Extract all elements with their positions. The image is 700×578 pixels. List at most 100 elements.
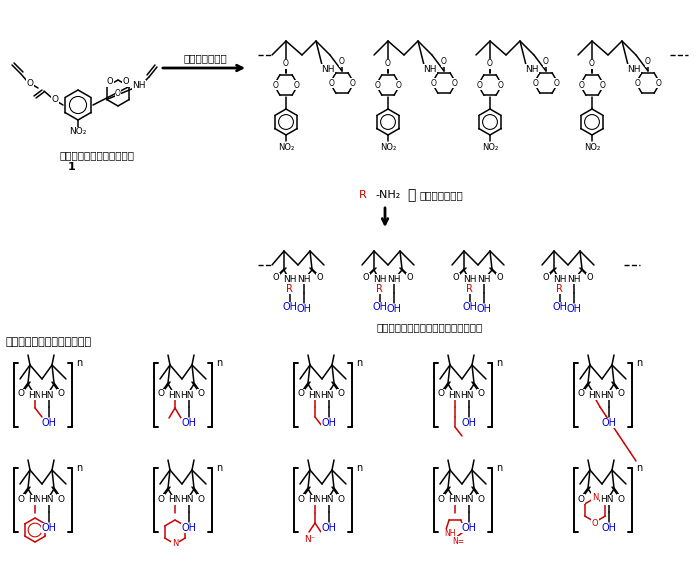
Text: 1: 1 — [68, 162, 76, 172]
Text: O: O — [441, 57, 447, 66]
Text: N=: N= — [452, 536, 464, 546]
Text: n: n — [636, 463, 643, 473]
Text: O: O — [599, 80, 605, 90]
Text: O: O — [363, 273, 370, 283]
Text: O: O — [18, 390, 24, 398]
Text: O: O — [339, 57, 345, 66]
Text: O: O — [635, 79, 640, 87]
Text: O: O — [57, 495, 64, 503]
Text: HN: HN — [321, 495, 334, 505]
Text: O: O — [349, 79, 356, 87]
Text: n: n — [76, 358, 83, 368]
Text: O: O — [337, 495, 344, 503]
Text: O: O — [592, 518, 598, 528]
Text: NO₂: NO₂ — [380, 143, 396, 151]
Text: NH: NH — [284, 275, 297, 283]
Text: n: n — [496, 358, 503, 368]
Text: 実際に合成した交互共重合体: 実際に合成した交互共重合体 — [5, 337, 91, 347]
Text: スペーサー変換: スペーサー変換 — [419, 190, 463, 200]
Text: O: O — [298, 495, 304, 503]
Text: OH: OH — [41, 418, 57, 428]
Text: O: O — [617, 390, 624, 398]
Text: O: O — [497, 273, 503, 283]
Text: O: O — [27, 79, 34, 87]
Text: NH: NH — [424, 65, 437, 73]
Text: n: n — [496, 463, 503, 473]
Text: O: O — [337, 390, 344, 398]
Text: HN: HN — [168, 495, 182, 505]
Text: O: O — [438, 495, 444, 503]
Text: O: O — [617, 495, 624, 503]
Text: O: O — [18, 495, 24, 503]
Text: OH: OH — [283, 302, 298, 312]
Text: NH: NH — [444, 529, 456, 539]
Text: HN: HN — [168, 391, 182, 399]
Text: n: n — [216, 463, 223, 473]
Text: n: n — [356, 358, 363, 368]
Text: O: O — [407, 273, 413, 283]
Text: O: O — [197, 390, 204, 398]
Text: O: O — [453, 273, 459, 283]
Text: O: O — [542, 273, 550, 283]
Text: O: O — [52, 95, 59, 105]
Text: HN: HN — [181, 391, 194, 399]
Text: OH: OH — [566, 304, 582, 314]
Text: HN: HN — [461, 495, 474, 505]
Text: O: O — [655, 79, 662, 87]
Text: HN: HN — [181, 495, 194, 505]
Text: O: O — [158, 495, 164, 503]
Text: O: O — [477, 390, 484, 398]
Text: NH: NH — [298, 275, 311, 283]
Text: O: O — [197, 495, 204, 503]
Text: O: O — [272, 80, 279, 90]
Text: O: O — [543, 57, 549, 66]
Text: 選択的環化重合: 選択的環化重合 — [183, 53, 227, 63]
Text: NO₂: NO₂ — [482, 143, 498, 151]
Text: O: O — [487, 60, 493, 69]
Text: O: O — [328, 79, 335, 87]
Text: O: O — [57, 390, 64, 398]
Text: O: O — [316, 273, 323, 283]
Text: NH: NH — [373, 275, 386, 283]
Text: N⁻: N⁻ — [304, 535, 316, 543]
Text: O: O — [106, 77, 113, 87]
Text: NO₂: NO₂ — [69, 128, 87, 136]
Text: OH: OH — [386, 304, 402, 314]
Text: NH: NH — [132, 80, 146, 90]
Text: R: R — [376, 284, 382, 294]
Text: O: O — [579, 80, 584, 90]
Text: O: O — [477, 80, 482, 90]
Text: -NH₂: -NH₂ — [375, 190, 400, 200]
Text: HN: HN — [308, 391, 322, 399]
Text: NO₂: NO₂ — [584, 143, 600, 151]
Text: OH: OH — [601, 418, 617, 428]
Text: NH: NH — [567, 275, 581, 283]
Text: 設計したジビニルモノマー: 設計したジビニルモノマー — [60, 150, 135, 160]
Text: HN: HN — [601, 495, 614, 505]
Text: HN: HN — [461, 391, 474, 399]
Text: OH: OH — [321, 523, 337, 533]
Text: O: O — [298, 390, 304, 398]
Text: HN: HN — [41, 391, 54, 399]
Text: OH: OH — [463, 302, 477, 312]
Text: HN: HN — [588, 391, 602, 399]
Text: n: n — [76, 463, 83, 473]
Text: OH: OH — [41, 523, 57, 533]
Text: NH: NH — [525, 65, 539, 73]
Text: O: O — [283, 60, 289, 69]
Text: NH: NH — [627, 65, 640, 73]
Text: O: O — [385, 60, 391, 69]
Text: NH: NH — [387, 275, 400, 283]
Text: O: O — [452, 79, 457, 87]
Text: HN: HN — [41, 495, 54, 505]
Text: n: n — [636, 358, 643, 368]
Text: OH: OH — [461, 523, 477, 533]
Text: OH: OH — [181, 418, 197, 428]
Text: n: n — [216, 358, 223, 368]
Text: NH: NH — [553, 275, 567, 283]
Text: OH: OH — [552, 302, 568, 312]
Text: R: R — [556, 284, 562, 294]
Text: O: O — [587, 273, 594, 283]
Text: O: O — [122, 77, 130, 87]
Text: n: n — [356, 463, 363, 473]
